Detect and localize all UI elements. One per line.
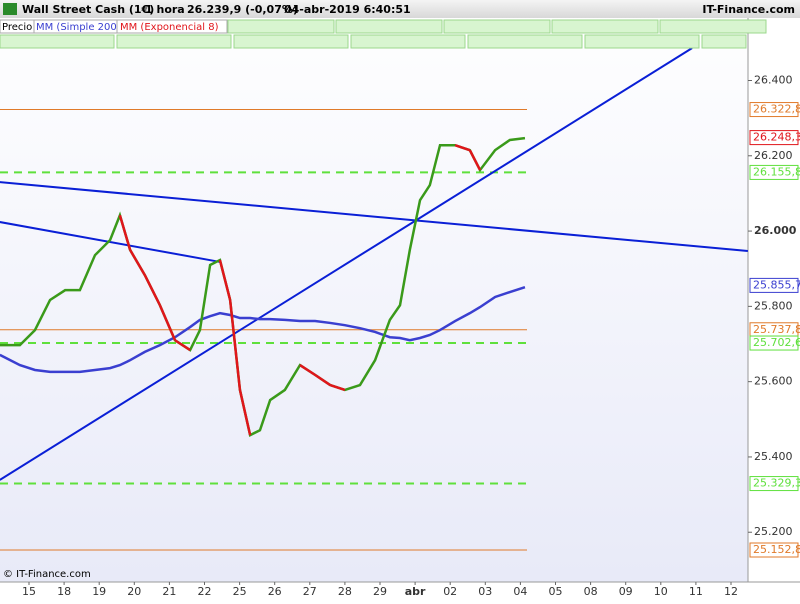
series-line xyxy=(0,136,526,437)
x-tick-label: 02 xyxy=(443,585,457,598)
series-line xyxy=(0,285,526,374)
price-tag-label: 25.702,6 xyxy=(753,336,800,349)
x-tick-label: 10 xyxy=(654,585,668,598)
price-tag-label: 25.152,8 xyxy=(753,543,800,556)
y-tick-label: 26.400 xyxy=(754,73,793,86)
price-tag-label: 26.248,3 xyxy=(753,131,800,144)
y-tick-label: 26.000 xyxy=(754,224,797,237)
series-down-segment xyxy=(299,364,316,376)
series-down-segment xyxy=(158,304,177,341)
x-tick-label: 03 xyxy=(478,585,492,598)
price-tag xyxy=(749,335,799,351)
y-tick-label: 25.400 xyxy=(754,450,793,463)
y-tick-label: 25.800 xyxy=(754,299,793,312)
x-tick-label: 18 xyxy=(57,585,71,598)
legend-row: Precio MM (Simple 200) MM (Exponencial 8… xyxy=(0,19,767,49)
series-down-segment xyxy=(329,383,346,392)
x-tick-label: 25 xyxy=(233,585,247,598)
price-tag-label: 25.329,3 xyxy=(753,477,800,490)
x-tick-label: 15 xyxy=(22,585,36,598)
header-brand: IT-Finance.com xyxy=(702,3,795,16)
series-down-segment xyxy=(218,259,232,301)
y-tick-label: 25.600 xyxy=(754,375,793,388)
y-tick-label: 25.200 xyxy=(754,525,793,538)
x-tick-label: 04 xyxy=(513,585,527,598)
x-tick-label: 09 xyxy=(619,585,633,598)
x-tick-label: 08 xyxy=(584,585,598,598)
legend-entry[interactable]: Precio xyxy=(2,22,32,33)
legend-box xyxy=(116,19,228,34)
x-tick-label: 20 xyxy=(127,585,141,598)
header-title: Wall Street Cash (1€) xyxy=(22,3,154,16)
x-tick-label: 11 xyxy=(689,585,703,598)
x-tick-label: 12 xyxy=(724,585,738,598)
x-tick-label: 21 xyxy=(162,585,176,598)
x-tick-label: 19 xyxy=(92,585,106,598)
price-tag xyxy=(749,164,799,180)
series-down-segment xyxy=(118,214,132,251)
price-tag xyxy=(749,102,799,118)
series-down-segment xyxy=(454,144,471,152)
x-tick-label: 05 xyxy=(549,585,563,598)
price-tag-label: 26.155,8 xyxy=(753,165,800,178)
price-tag xyxy=(749,542,799,558)
footer-copyright: © IT-Finance.com xyxy=(3,569,91,580)
price-tag xyxy=(749,476,799,492)
series-down-segment xyxy=(143,274,162,306)
x-tick-label: 29 xyxy=(373,585,387,598)
x-tick-label: 22 xyxy=(198,585,212,598)
x-tick-label: abr xyxy=(405,585,426,598)
trend-line xyxy=(0,181,748,253)
price-tag xyxy=(749,277,799,293)
price-tag-label: 25.737,8 xyxy=(753,323,800,336)
header-bar xyxy=(0,0,800,18)
plot xyxy=(0,47,748,551)
series-down-segment xyxy=(468,149,482,171)
price-tag xyxy=(749,130,799,146)
x-tick-label: 26 xyxy=(268,585,282,598)
y-tick-label: 26.200 xyxy=(754,149,793,162)
logo-icon xyxy=(3,3,17,15)
header-datetime: 04-abr-2019 6:40:51 xyxy=(284,3,411,16)
header-quote: 26.239,9 (-0,07%) xyxy=(187,3,298,16)
header-interval: 1 hora xyxy=(145,3,185,16)
series-down-segment xyxy=(174,339,191,352)
series-down-segment xyxy=(228,299,242,391)
price-tag-label: 26.322,8 xyxy=(753,103,800,116)
trend-line xyxy=(0,47,693,481)
x-tick-label: 27 xyxy=(303,585,317,598)
series-down-segment xyxy=(129,249,146,276)
x-tick-label: 28 xyxy=(338,585,352,598)
series-down-segment xyxy=(314,373,331,387)
series-down-segment xyxy=(238,389,252,436)
price-tag-label: 25.855,7 xyxy=(753,278,800,291)
hidden-legend-boxes xyxy=(0,19,767,49)
legend-entry[interactable]: MM (Simple 200) xyxy=(36,22,121,33)
plot-background xyxy=(0,0,748,582)
legend-entry[interactable]: MM (Exponencial 8) xyxy=(120,22,219,33)
